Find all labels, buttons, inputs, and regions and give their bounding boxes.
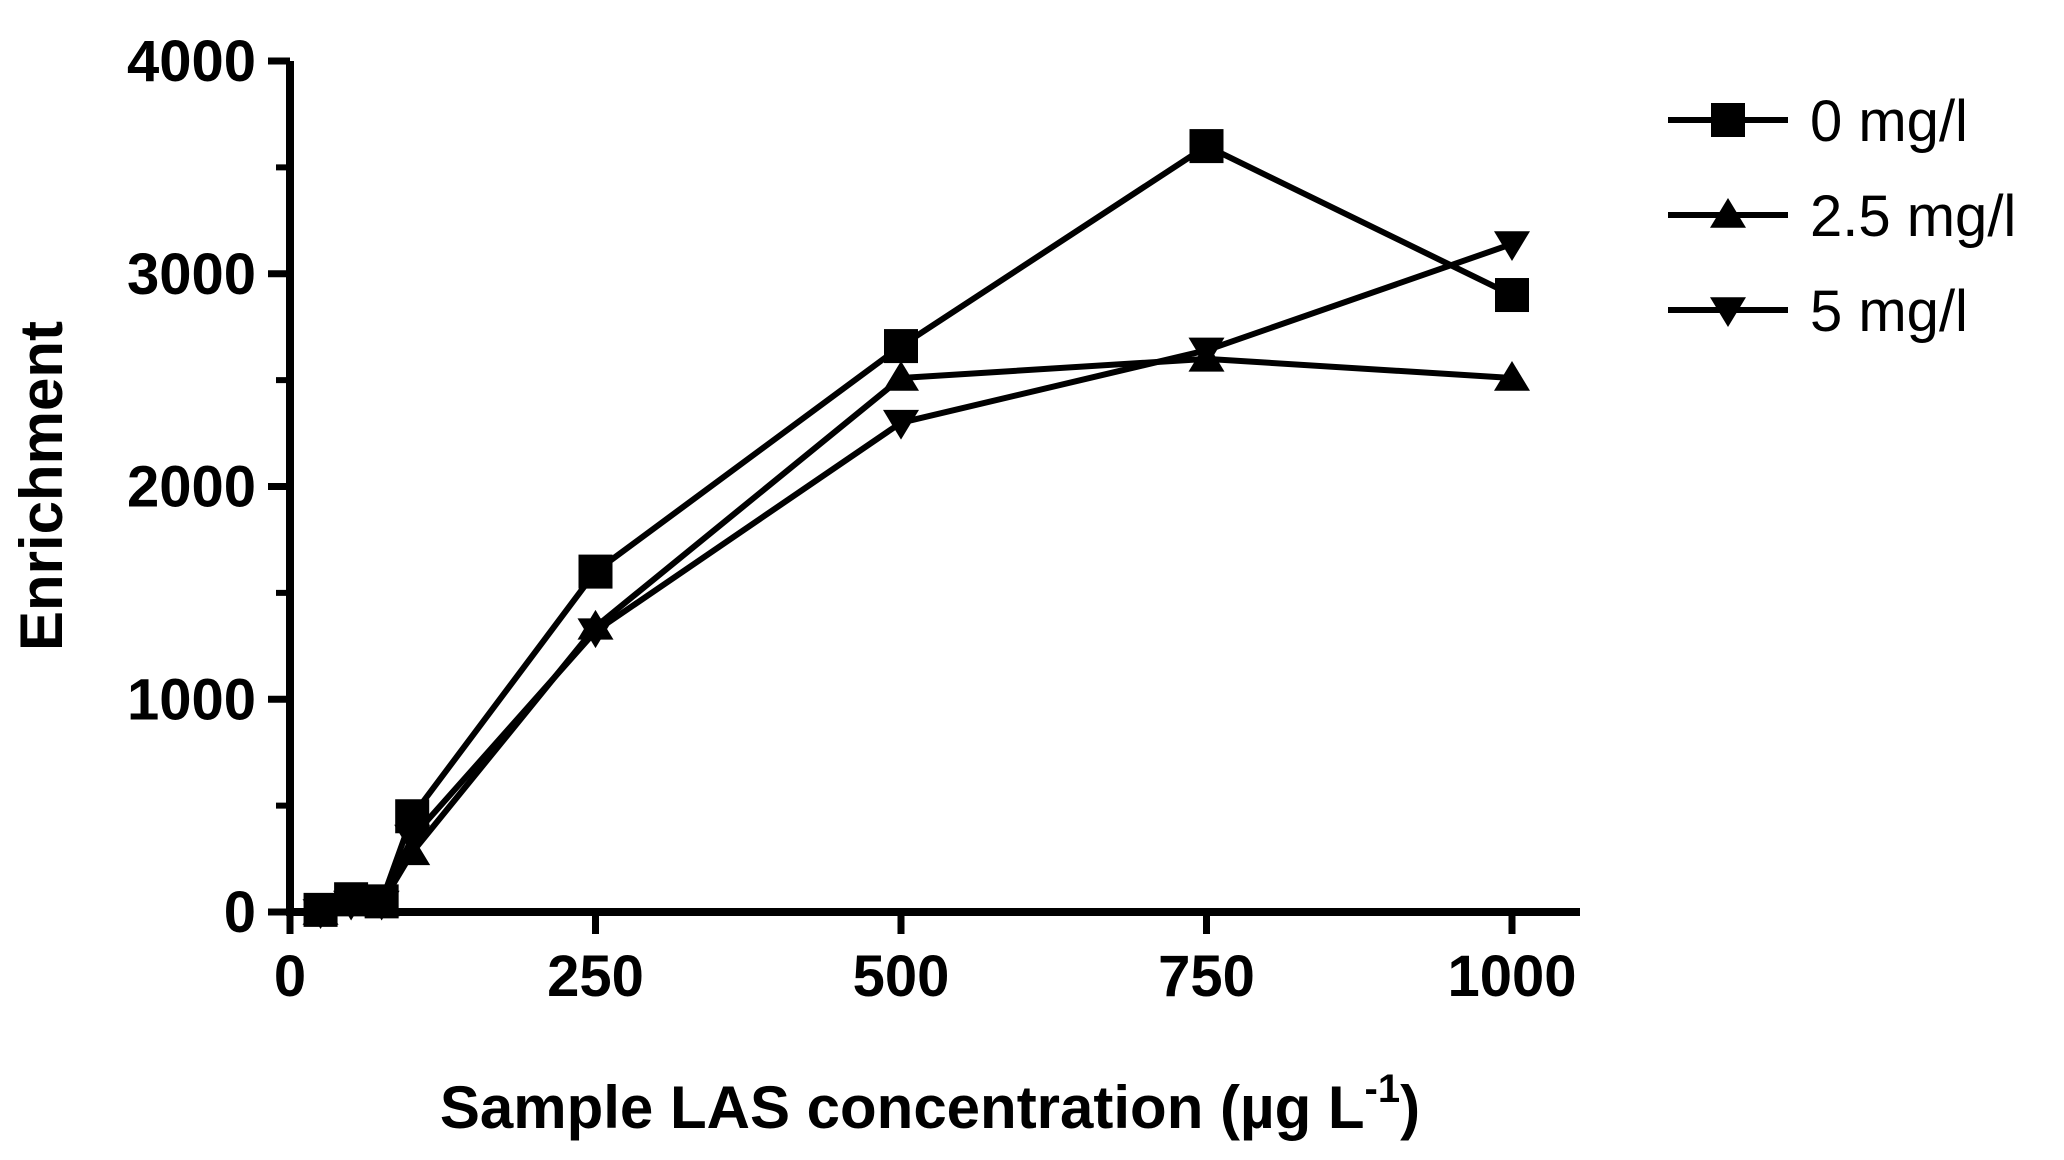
data-point <box>302 899 339 929</box>
series-group <box>302 129 1530 929</box>
legend-entry: 0 mg/l <box>1668 89 1968 154</box>
x-axis-title-suffix: ) <box>1400 1074 1420 1141</box>
axes <box>286 61 1580 916</box>
legend-label: 0 mg/l <box>1810 89 1968 154</box>
data-point <box>1495 278 1529 313</box>
data-point <box>883 360 919 391</box>
y-axis-title: Enrichment <box>8 321 75 651</box>
data-point <box>333 890 370 921</box>
x-tick-label: 750 <box>1158 944 1255 1009</box>
legend-marker <box>1710 297 1746 327</box>
x-tick-label: 250 <box>547 944 644 1009</box>
data-point <box>1494 231 1530 261</box>
data-point <box>1188 337 1225 368</box>
legend-marker <box>1710 198 1746 228</box>
legend-entry: 2.5 mg/l <box>1668 184 2016 249</box>
legend-label: 5 mg/l <box>1810 279 1968 344</box>
y-tick-label: 4000 <box>127 29 256 94</box>
data-point <box>394 824 431 855</box>
data-point <box>883 409 919 440</box>
data-point <box>577 618 614 649</box>
data-point <box>884 329 918 364</box>
x-axis-title-main: Sample LAS concentration (µg L <box>440 1074 1365 1141</box>
tick-marks: 0 1000 2000 3000 4000 0 250 500 750 1000 <box>127 29 1577 1009</box>
x-axis-title: Sample LAS concentration (µg L-1) <box>440 1067 1420 1141</box>
legend: 0 mg/l 2.5 mg/l 5 mg/l <box>1668 89 2016 344</box>
data-point <box>363 890 400 921</box>
x-tick-label: 500 <box>853 944 950 1009</box>
series-square <box>303 129 1529 927</box>
y-tick-label: 1000 <box>127 667 256 732</box>
series-line <box>319 355 1513 915</box>
legend-marker <box>1711 103 1745 137</box>
data-point <box>578 554 613 589</box>
series-triangle-down <box>302 231 1530 929</box>
series-line <box>319 143 1514 913</box>
legend-entry: 5 mg/l <box>1668 279 1968 344</box>
y-tick-label: 3000 <box>127 242 256 307</box>
x-axis-title-superscript: -1 <box>1365 1067 1401 1111</box>
legend-label: 2.5 mg/l <box>1810 184 2016 249</box>
series-triangle-up <box>302 341 1530 925</box>
data-point <box>1189 129 1224 164</box>
y-tick-label: 0 <box>224 880 256 945</box>
x-tick-label: 1000 <box>1447 944 1576 1009</box>
data-point <box>1494 360 1530 391</box>
y-tick-label: 2000 <box>127 455 256 520</box>
x-tick-label: 0 <box>274 944 306 1009</box>
